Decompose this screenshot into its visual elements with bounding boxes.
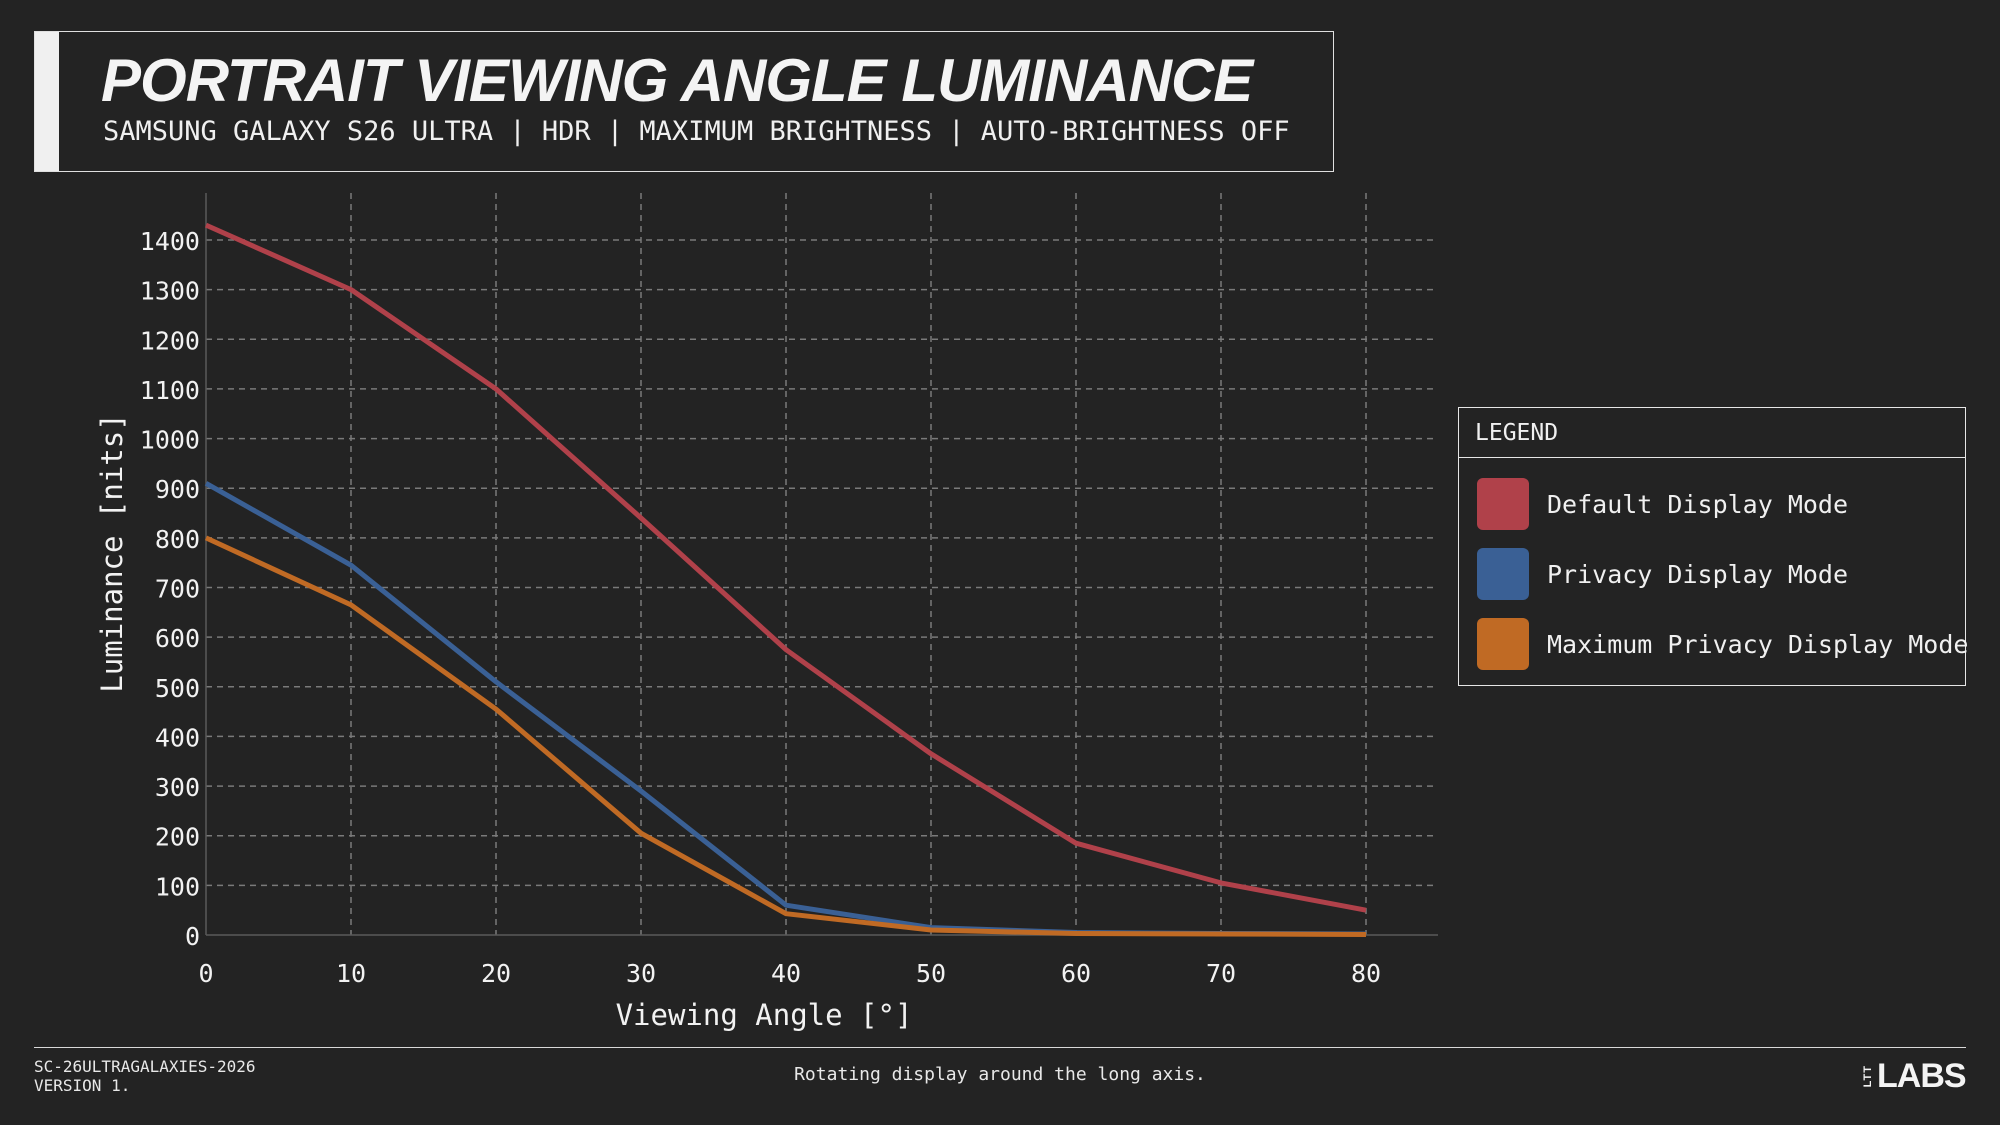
x-tick-label: 80 (1351, 959, 1381, 988)
x-tick-label: 40 (771, 959, 801, 988)
logo-ltt-text: LTT (1862, 1064, 1874, 1088)
legend-swatch-default (1477, 478, 1529, 530)
title-accent-bar (35, 32, 59, 171)
logo-labs-text: LABS (1877, 1056, 1967, 1095)
footer-divider (34, 1047, 1966, 1048)
document-version: VERSION 1. (34, 1076, 131, 1095)
y-tick-label: 200 (155, 823, 200, 852)
chart-grid (206, 193, 1438, 935)
chart-tick-labels: 0100200300400500600700800900100011001200… (140, 227, 1381, 988)
y-tick-label: 300 (155, 773, 200, 802)
legend-swatch-privacy (1477, 548, 1529, 600)
y-tick-label: 500 (155, 674, 200, 703)
chart-axes (205, 193, 1438, 936)
x-tick-label: 20 (481, 959, 511, 988)
legend-header: LEGEND (1459, 408, 1965, 458)
footer-document-code: SC-26ULTRAGALAXIES-2026 VERSION 1. (34, 1057, 256, 1095)
y-tick-label: 1100 (140, 376, 200, 405)
x-axis-label: Viewing Angle [°] (616, 998, 913, 1032)
legend-label-maximum-privacy: Maximum Privacy Display Mode (1547, 629, 1969, 659)
y-tick-label: 600 (155, 624, 200, 653)
title-box: PORTRAIT VIEWING ANGLE LUMINANCE SAMSUNG… (34, 31, 1334, 172)
y-tick-label: 1200 (140, 326, 200, 355)
y-axis-label: Luminance [nits] (95, 413, 129, 692)
y-tick-label: 800 (155, 525, 200, 554)
x-tick-label: 50 (916, 959, 946, 988)
y-tick-label: 1000 (140, 426, 200, 455)
legend-item-maximum-privacy: Maximum Privacy Display Mode (1477, 618, 1968, 670)
y-tick-label: 1300 (140, 277, 200, 306)
x-tick-label: 70 (1206, 959, 1236, 988)
x-tick-label: 30 (626, 959, 656, 988)
y-tick-label: 1400 (140, 227, 200, 256)
legend-label-default: Default Display Mode (1547, 489, 1849, 519)
series-line-maximum-privacy-display-mode (204, 535, 1367, 937)
labs-logo: LTT LABS (1862, 1056, 1967, 1095)
series-line-default-display-mode (204, 222, 1367, 913)
legend-swatch-maximum-privacy (1477, 618, 1529, 670)
y-tick-label: 100 (155, 872, 200, 901)
chart-series (204, 222, 1367, 937)
y-tick-label: 400 (155, 723, 200, 752)
legend-item-default: Default Display Mode (1477, 478, 1848, 530)
legend-label-privacy: Privacy Display Mode (1547, 559, 1849, 589)
legend: LEGEND Default Display Mode Privacy Disp… (1458, 407, 1968, 686)
x-tick-label: 0 (198, 959, 213, 988)
legend-item-privacy: Privacy Display Mode (1477, 548, 1848, 600)
footer-note: Rotating display around the long axis. (794, 1064, 1206, 1085)
chart-subtitle: SAMSUNG GALAXY S26 ULTRA | HDR | MAXIMUM… (103, 116, 1290, 147)
x-tick-label: 10 (336, 959, 366, 988)
y-tick-label: 700 (155, 575, 200, 604)
y-tick-label: 0 (185, 922, 200, 951)
y-tick-label: 900 (155, 475, 200, 504)
x-tick-label: 60 (1061, 959, 1091, 988)
document-id: SC-26ULTRAGALAXIES-2026 (34, 1057, 256, 1076)
chart-title: PORTRAIT VIEWING ANGLE LUMINANCE (101, 47, 1253, 114)
